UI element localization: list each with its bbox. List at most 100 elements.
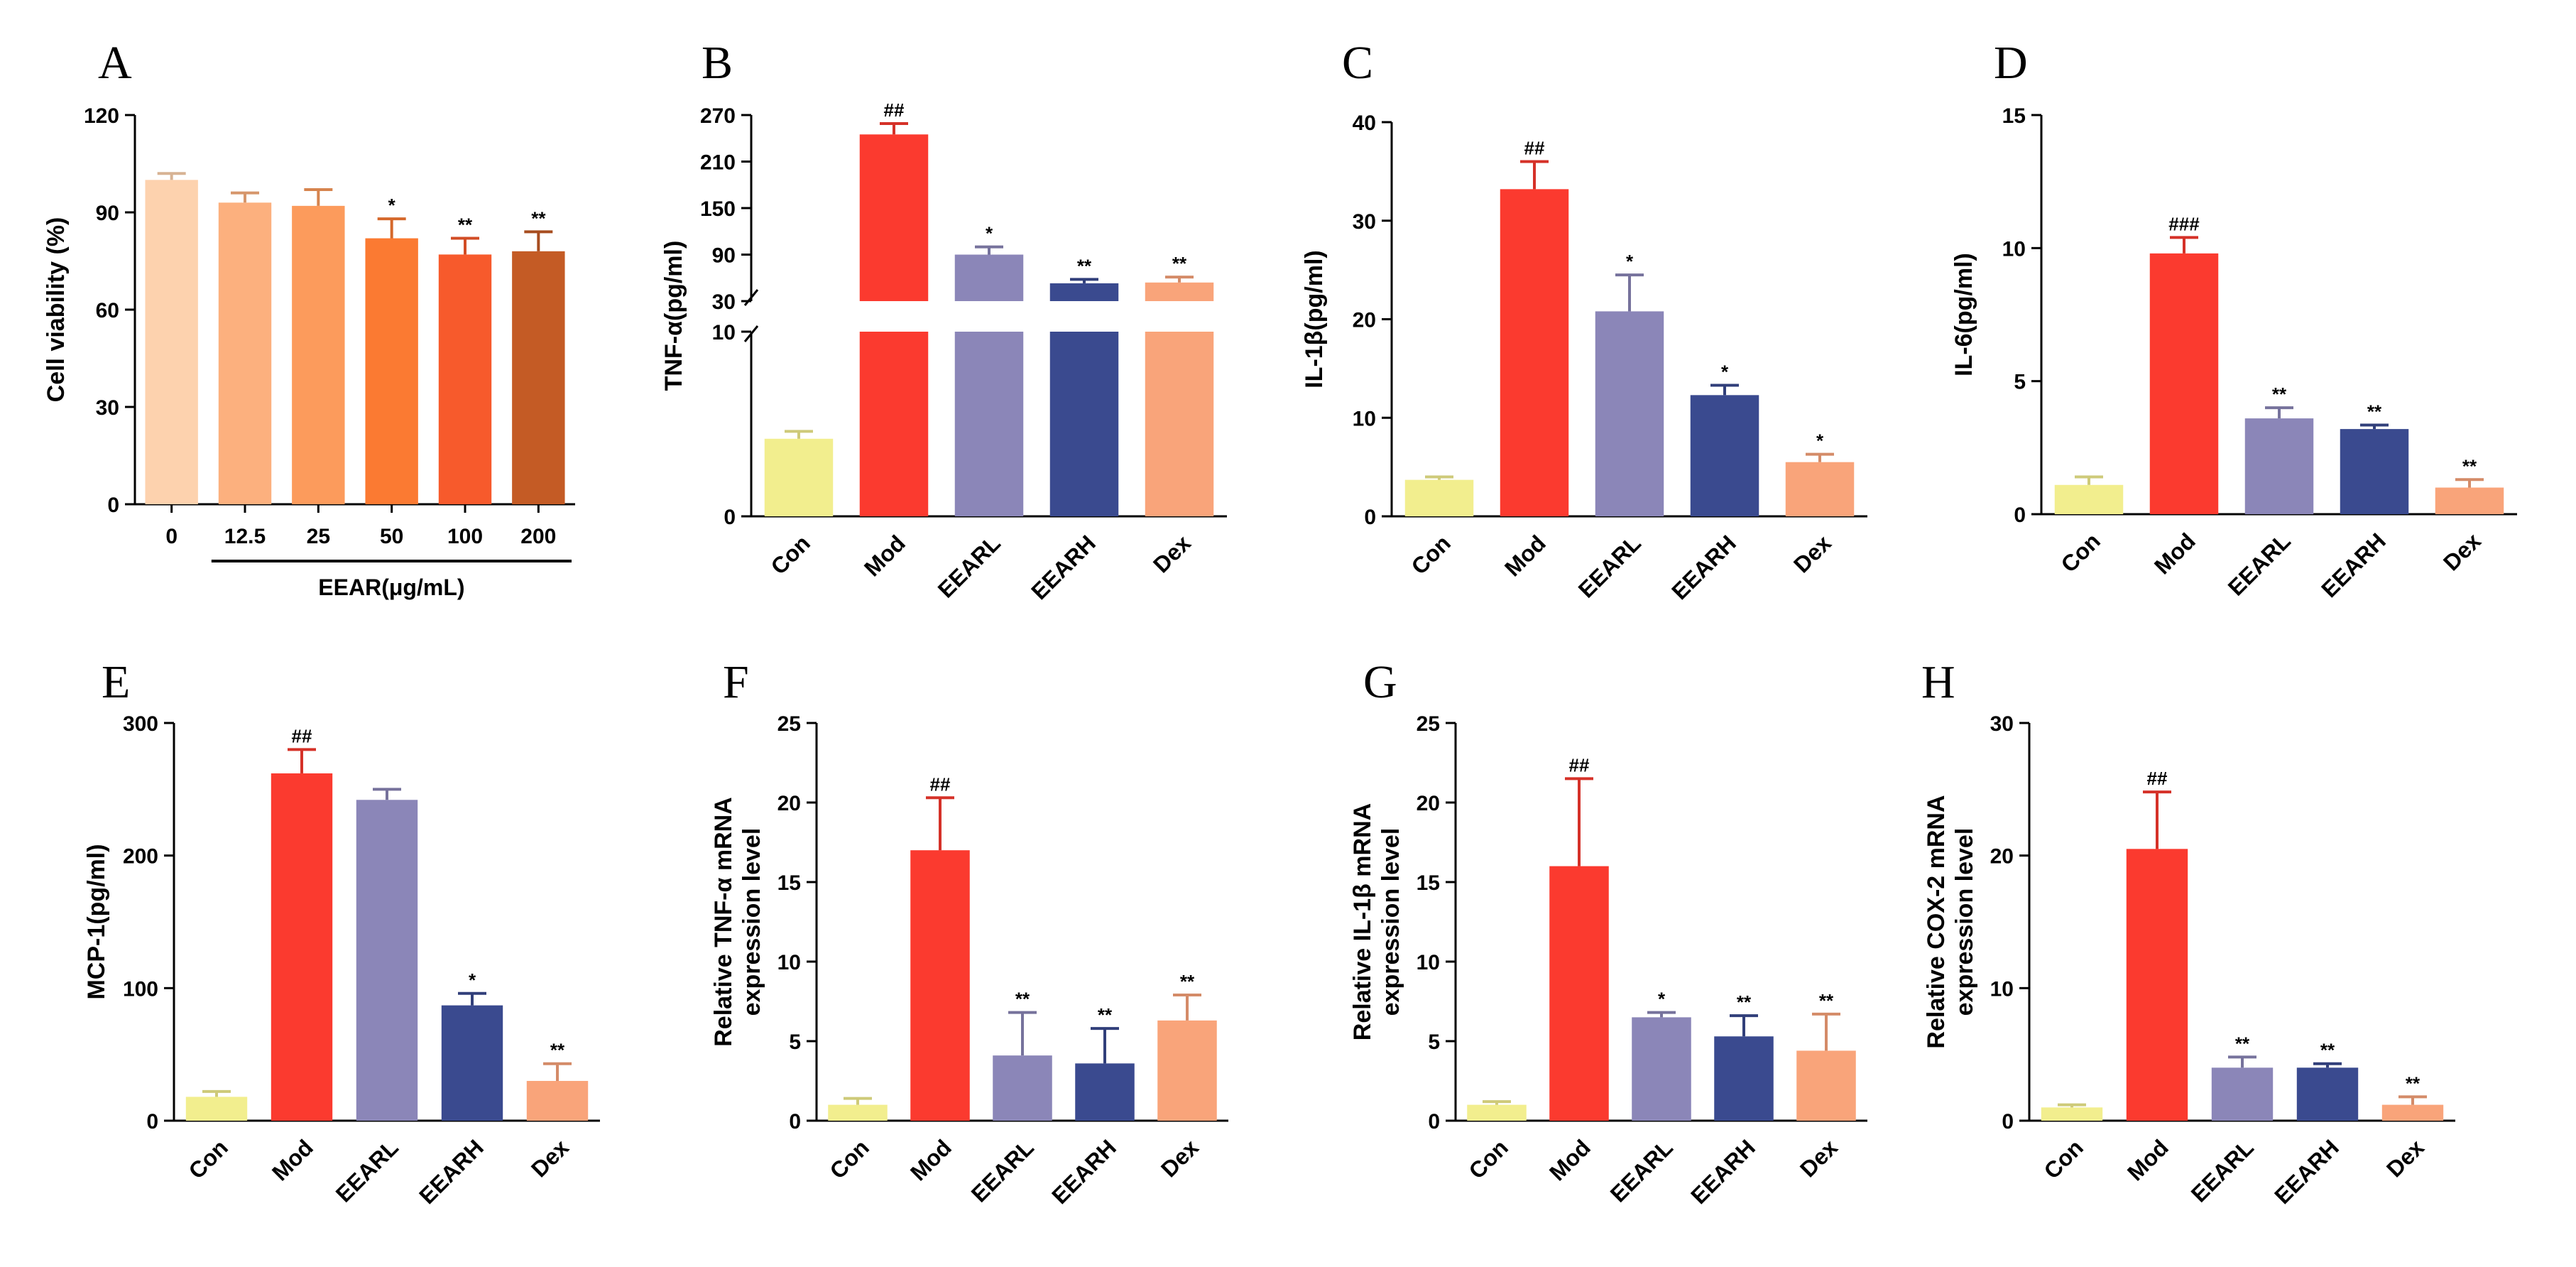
y-tick-label: 15 xyxy=(1417,871,1440,895)
x-tick-label: 12.5 xyxy=(224,525,266,548)
panel-d: D 0 5 10 15 IL-6(pg/ml) Con ### Mod ** EEARL ** EEAR… xyxy=(1950,37,2517,602)
y-tick-label: 25 xyxy=(777,712,801,736)
significance-mark: ** xyxy=(1737,991,1752,1013)
y-tick-label: 15 xyxy=(777,871,801,895)
x-tick-label: EEARL xyxy=(2186,1134,2259,1207)
y-axis-title: Cell viability (%) xyxy=(43,217,70,403)
significance-mark: ** xyxy=(1180,971,1195,992)
bar xyxy=(2296,1067,2359,1121)
x-tick-label: EEARL xyxy=(1605,1134,1678,1207)
bar xyxy=(2211,1067,2274,1121)
x-tick-label: EEARH xyxy=(1047,1134,1121,1209)
y-tick-label: 30 xyxy=(1990,712,2014,736)
bar xyxy=(859,134,929,301)
y-tick-label: 90 xyxy=(712,244,736,268)
significance-mark: ## xyxy=(1524,138,1545,159)
y-tick-label: 10 xyxy=(712,321,736,344)
axis-break-mark xyxy=(743,325,759,342)
significance-mark: ### xyxy=(2168,213,2200,234)
y-tick-label: 60 xyxy=(96,299,119,322)
x-tick-label: 50 xyxy=(380,525,403,548)
significance-mark: ** xyxy=(1819,990,1834,1011)
y-tick-label: 270 xyxy=(700,104,736,128)
y-tick-label: 0 xyxy=(2014,504,2026,527)
x-tick-label: Dex xyxy=(1148,530,1196,577)
bar xyxy=(859,332,929,516)
y-tick-label: 150 xyxy=(700,197,736,221)
axis-break-mark xyxy=(743,289,759,306)
x-tick-label: EEARL xyxy=(1573,530,1646,602)
significance-mark: ** xyxy=(1077,255,1092,276)
x-tick-label: EEARH xyxy=(414,1134,489,1209)
bar xyxy=(526,1081,589,1121)
bar xyxy=(2435,487,2504,514)
bar xyxy=(1714,1036,1774,1121)
y-tick-label: 0 xyxy=(146,1110,158,1133)
y-tick-label: 100 xyxy=(123,977,158,1001)
y-axis-title: IL-6(pg/ml) xyxy=(1950,253,1977,376)
panel-label: H xyxy=(1921,656,1955,708)
x-tick-label: 200 xyxy=(520,525,556,548)
significance-mark: ** xyxy=(2320,1040,2335,1061)
bar xyxy=(365,238,418,504)
bar xyxy=(1145,282,1214,301)
x-tick-label: Mod xyxy=(1500,530,1551,581)
y-tick-label: 20 xyxy=(1353,309,1376,332)
y-tick-label: 0 xyxy=(1428,1110,1440,1133)
bar xyxy=(1049,332,1119,516)
y-tick-label: 5 xyxy=(2014,371,2026,394)
y-tick-label: 10 xyxy=(1417,951,1440,974)
x-tick-label: Mod xyxy=(2149,528,2200,579)
bar xyxy=(2340,429,2409,514)
bar xyxy=(828,1104,888,1121)
y-axis-title: expression level xyxy=(1377,828,1404,1016)
y-tick-label: 15 xyxy=(2002,104,2026,128)
significance-mark: ** xyxy=(2272,384,2287,405)
significance-mark: ## xyxy=(884,99,905,121)
bar xyxy=(1796,1050,1856,1121)
bar xyxy=(185,1097,248,1121)
x-tick-label: Con xyxy=(2056,528,2105,577)
x-tick-label: Dex xyxy=(526,1134,574,1182)
y-tick-label: 20 xyxy=(1990,845,2014,869)
x-axis-title: EEAR(μg/mL) xyxy=(318,575,464,600)
y-tick-label: 0 xyxy=(2002,1110,2014,1133)
x-tick-label: Dex xyxy=(1156,1134,1204,1182)
x-tick-label: Dex xyxy=(1795,1134,1843,1182)
bar xyxy=(993,1055,1052,1121)
y-axis-title: Relative IL-1β mRNA xyxy=(1349,803,1376,1040)
significance-mark: ** xyxy=(550,1040,565,1061)
x-tick-label: Dex xyxy=(1789,530,1836,577)
y-tick-label: 300 xyxy=(123,712,158,736)
panel-label: B xyxy=(702,37,733,89)
y-tick-label: 25 xyxy=(1417,712,1440,736)
x-tick-label: Dex xyxy=(2381,1134,2429,1182)
significance-mark: * xyxy=(986,223,993,244)
y-tick-label: 20 xyxy=(777,792,801,815)
y-tick-label: 120 xyxy=(84,104,119,128)
y-tick-label: 0 xyxy=(107,494,119,517)
significance-mark: ** xyxy=(531,207,546,229)
bar xyxy=(2381,1104,2444,1121)
y-tick-label: 30 xyxy=(712,290,736,314)
x-tick-label: Mod xyxy=(1544,1134,1595,1185)
bar xyxy=(218,202,272,504)
panel-b: B 0 10 30 90 150 210 270 TNF-α(pg/ml) Con ## Mod * EE… xyxy=(660,37,1227,604)
bar xyxy=(1595,311,1664,516)
bar xyxy=(1404,479,1474,516)
y-axis-title: expression level xyxy=(1951,828,1978,1016)
bar xyxy=(441,1005,503,1121)
significance-mark: ** xyxy=(2462,455,2477,477)
bar xyxy=(145,180,198,505)
bar xyxy=(1075,1063,1135,1121)
y-tick-label: 5 xyxy=(789,1031,801,1054)
y-axis-title: MCP-1(pg/ml) xyxy=(83,844,110,999)
x-tick-label: EEARH xyxy=(1666,530,1741,604)
y-tick-label: 210 xyxy=(700,151,736,175)
significance-mark: ** xyxy=(458,214,473,236)
significance-mark: ** xyxy=(2406,1072,2421,1094)
bar xyxy=(1145,332,1214,516)
panel-f: F 0 5 10 15 20 25 Relative TNF-α mRNA expression… xyxy=(710,656,1228,1209)
y-axis-title: expression level xyxy=(738,828,765,1016)
